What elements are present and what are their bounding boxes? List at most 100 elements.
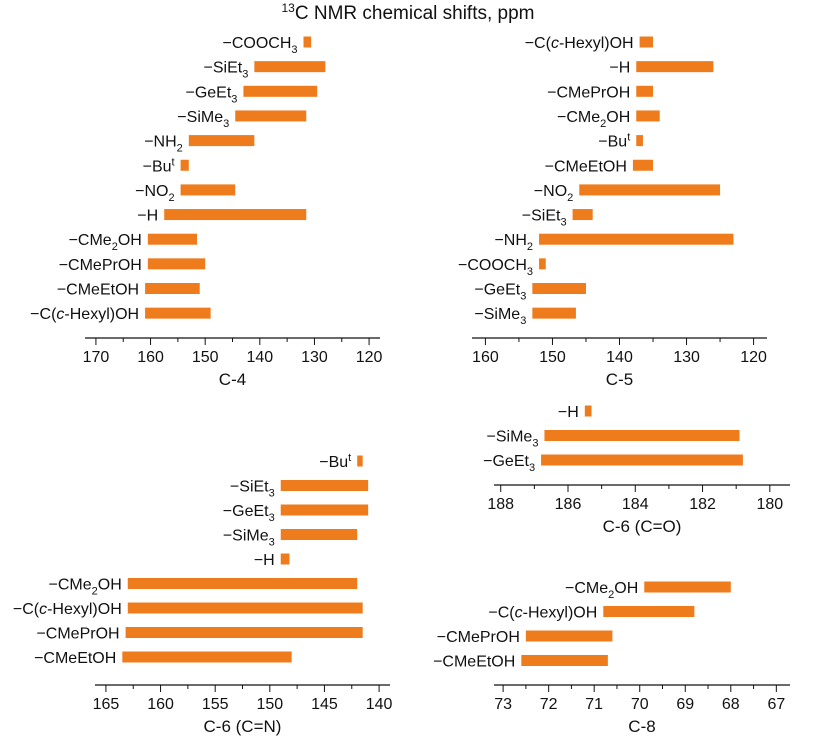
chart-panel: 170 160 150 140 130 120 C-4 −COOCH3 −SiEt3 −GeEt3… (30, 35, 382, 389)
chart-panel: 73 72 71 70 69 68 67 C-8 −CMe2OH −C(c-Hexyl)OH −CM… (433, 580, 790, 736)
data-bar (280, 529, 358, 540)
data-bar (539, 233, 734, 245)
category-label: −GeEt3 (223, 503, 275, 524)
x-tick-label: 180 (756, 496, 783, 513)
data-bar (127, 602, 363, 614)
category-label: −H (558, 404, 579, 421)
data-bar (164, 209, 307, 221)
x-tick-label: 160 (147, 696, 174, 713)
x-tick-label: 70 (631, 696, 649, 713)
x-tick-label: 120 (356, 349, 383, 366)
x-tick-label: 145 (311, 696, 338, 713)
category-label: −CMePrOH (59, 257, 142, 274)
x-tick-label: 140 (606, 349, 633, 366)
data-bar (357, 455, 363, 467)
category-label: −SiMe3 (223, 528, 275, 549)
category-label: −SiEt3 (230, 479, 275, 500)
category-label: −SiMe3 (177, 109, 229, 130)
data-bar (521, 655, 608, 666)
category-label: −GeEt3 (483, 453, 535, 474)
data-bar (280, 553, 290, 565)
category-label: −NH2 (144, 134, 183, 155)
x-tick-label: 150 (539, 349, 566, 366)
category-label: −GeEt3 (185, 84, 237, 105)
data-bar (122, 651, 292, 663)
category-label: −But (319, 452, 351, 471)
category-label: −COOCH3 (222, 35, 297, 56)
data-bar (532, 283, 586, 294)
figure-title: 13C NMR chemical shifts, ppm (281, 1, 534, 24)
category-label: −CMe2OH (565, 580, 638, 601)
category-label: −CMeEtOH (57, 282, 139, 299)
x-tick-label: 165 (93, 696, 120, 713)
category-label: −SiEt3 (522, 208, 567, 229)
category-label: −C(c-Hexyl)OH (13, 601, 122, 618)
category-label: −CMe2OH (557, 109, 630, 130)
data-bar (603, 606, 695, 617)
x-tick-label: 130 (673, 349, 700, 366)
data-bar (632, 159, 654, 171)
data-bar (636, 85, 654, 97)
data-bar (541, 454, 743, 466)
data-bar (639, 36, 654, 48)
data-bar (145, 307, 211, 319)
x-axis-label: C-6 (C=N) (204, 717, 282, 736)
x-tick-label: 140 (246, 349, 273, 366)
category-label: −SiMe3 (487, 429, 539, 450)
category-label: −CMe2OH (69, 232, 142, 253)
x-tick-label: 170 (83, 349, 110, 366)
data-bar (254, 61, 326, 73)
category-label: −CMe2OH (49, 577, 122, 598)
data-bar (147, 258, 206, 270)
category-label: −NO2 (534, 183, 573, 204)
data-bar (145, 283, 200, 294)
data-bar (188, 135, 255, 147)
data-bar (280, 504, 369, 516)
data-bar (644, 581, 731, 593)
data-bar (579, 184, 721, 196)
category-label: −CMeEtOH (34, 650, 116, 667)
data-bar (125, 627, 363, 638)
category-label: −NO2 (135, 183, 174, 204)
category-label: −C(c-Hexyl)OH (30, 306, 139, 323)
category-label: −CMePrOH (547, 84, 630, 101)
category-label: −CMePrOH (437, 629, 520, 646)
category-label: −SiMe3 (474, 306, 526, 327)
x-tick-label: 130 (301, 349, 328, 366)
category-label: −SiEt3 (204, 60, 249, 81)
category-label: −CMeEtOH (545, 158, 627, 175)
x-axis-label: C-4 (219, 370, 246, 389)
data-bar (303, 36, 312, 48)
data-bar (584, 405, 592, 417)
chart-panel: 165 160 155 150 145 140 C-6 (C=N) −But −SiEt3 −Ge… (13, 452, 393, 736)
x-tick-label: 140 (366, 696, 393, 713)
chart-panel: 160 150 140 130 120 C-5 −C(c-Hexyl)OH −H −CMePrO… (458, 35, 767, 389)
x-tick-label: 186 (555, 496, 582, 513)
data-bar (147, 233, 197, 245)
category-label: −NH2 (494, 232, 533, 253)
data-bar (180, 184, 236, 196)
x-tick-label: 120 (740, 349, 767, 366)
category-label: −H (137, 208, 158, 225)
category-label: −CMePrOH (36, 626, 119, 643)
x-tick-label: 68 (722, 696, 740, 713)
x-tick-label: 182 (689, 496, 716, 513)
x-tick-label: 160 (472, 349, 499, 366)
title-superscript: 13 (281, 1, 295, 15)
data-bar (539, 258, 546, 270)
data-bar (180, 159, 189, 171)
data-bar (525, 630, 613, 642)
x-tick-label: 150 (192, 349, 219, 366)
x-tick-label: 184 (622, 496, 649, 513)
data-bar (235, 110, 307, 122)
data-bar (572, 209, 593, 221)
title-text: C NMR chemical shifts, ppm (295, 3, 535, 24)
data-bar (636, 135, 643, 147)
category-label: −C(c-Hexyl)OH (525, 35, 634, 52)
category-label: −H (254, 552, 275, 569)
x-tick-label: 150 (256, 696, 283, 713)
x-tick-label: 160 (137, 349, 164, 366)
x-axis-label: C-5 (606, 370, 633, 389)
x-tick-label: 72 (540, 696, 558, 713)
